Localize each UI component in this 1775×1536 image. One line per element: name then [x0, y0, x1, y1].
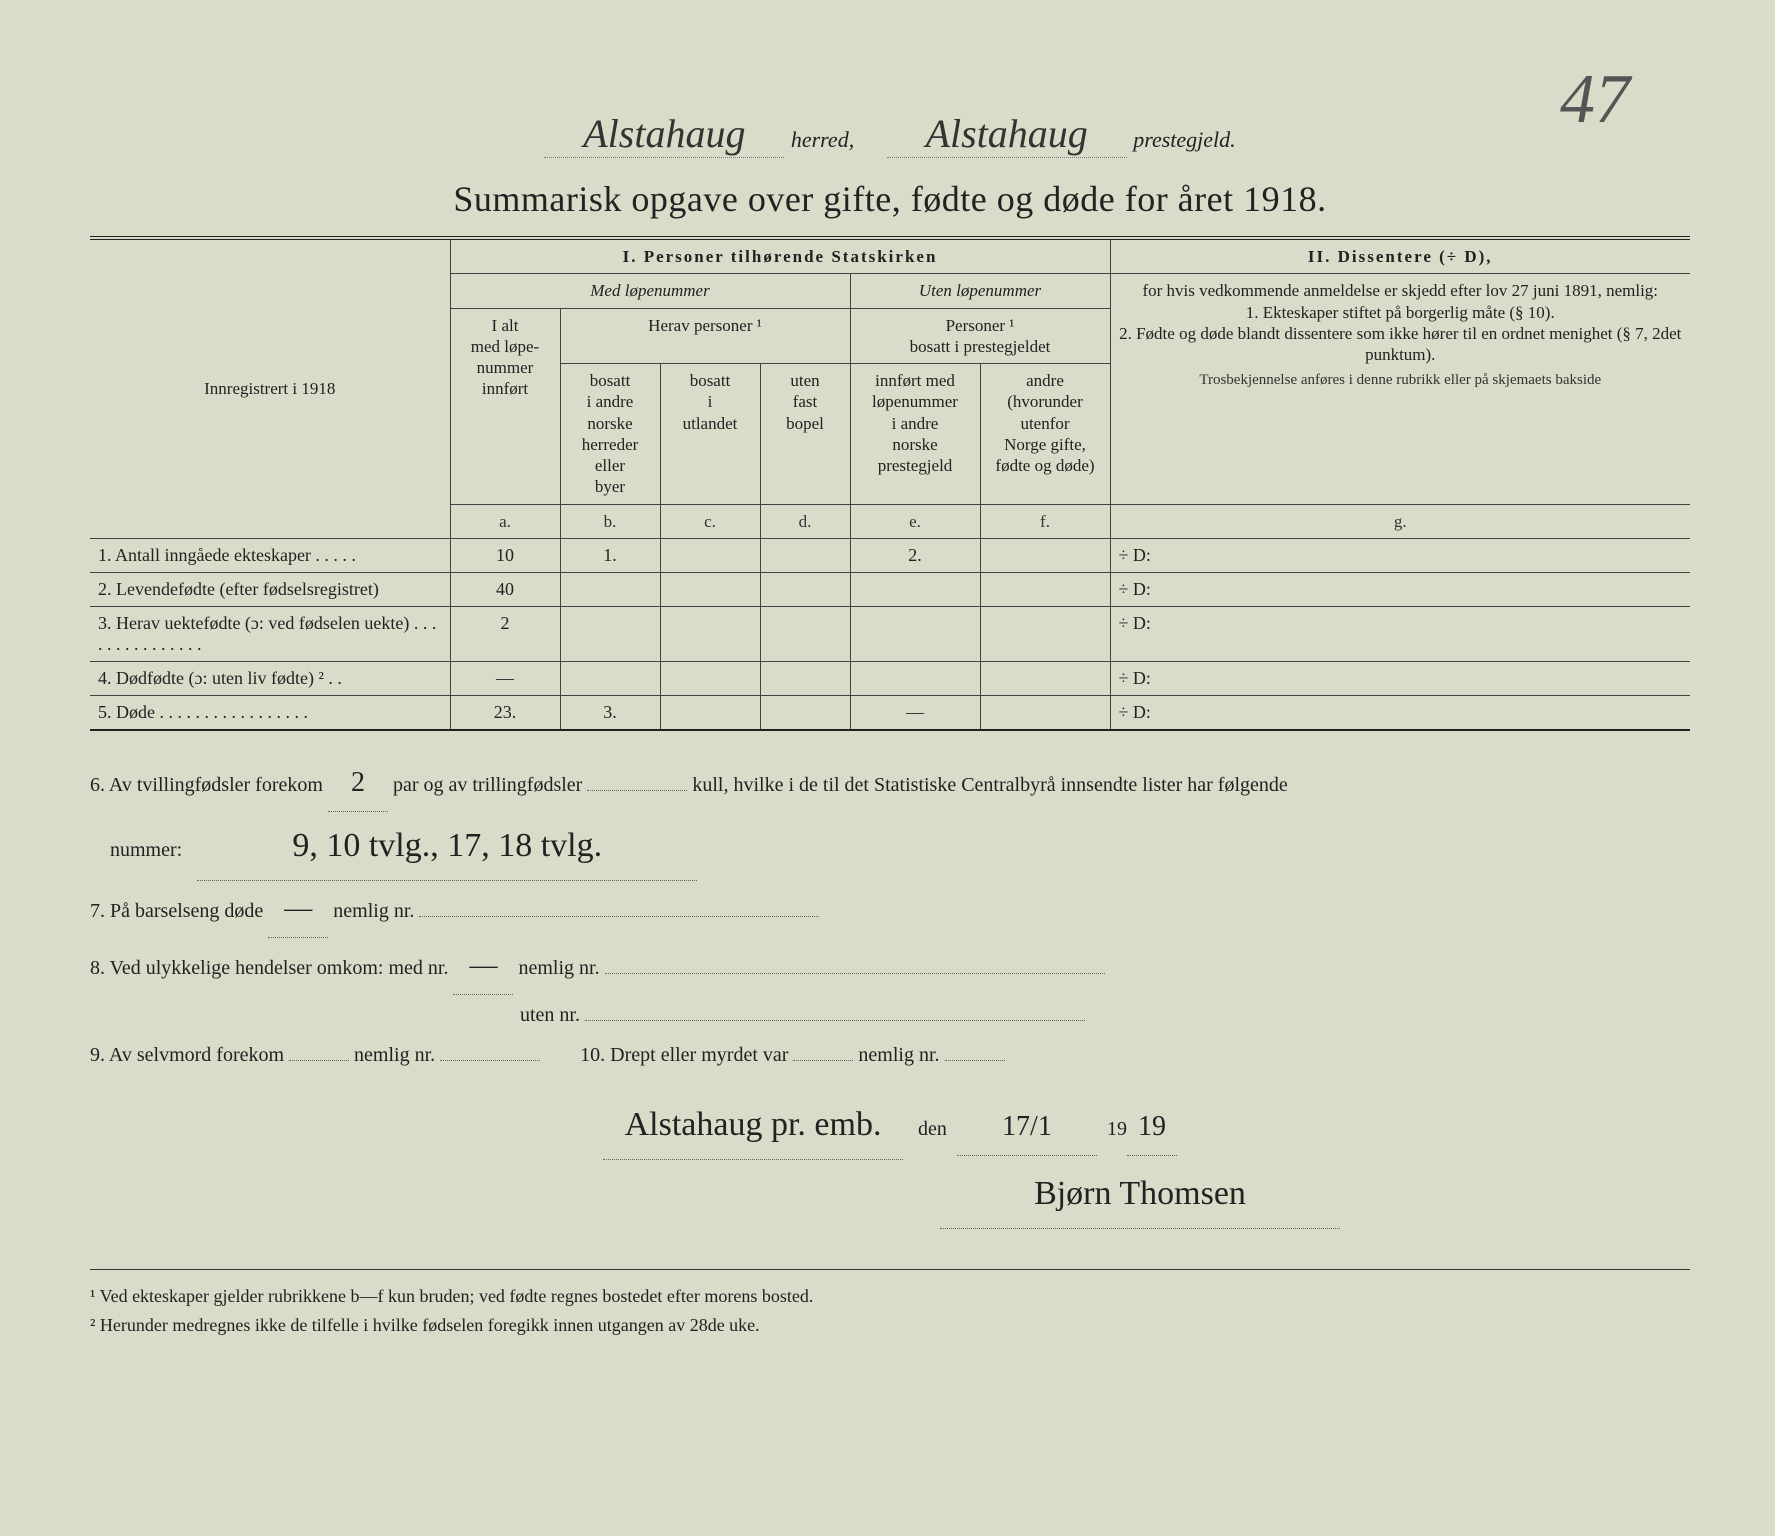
letter-d: d.	[760, 504, 850, 538]
q7: 7. På barselseng døde — nemlig nr.	[90, 881, 1690, 938]
year: 19	[1127, 1099, 1177, 1156]
letter-f: f.	[980, 504, 1110, 538]
letter-g: g.	[1110, 504, 1690, 538]
cell-g: ÷ D:	[1110, 572, 1690, 606]
cell-f	[980, 661, 1110, 695]
cell-a: 40	[450, 572, 560, 606]
col-c-header: bosatt i utlandet	[660, 364, 760, 505]
cell-b	[560, 661, 660, 695]
row-label: 5. Døde . . . . . . . . . . . . . . . . …	[90, 695, 450, 730]
table-row: 3. Herav uektefødte (ɔ: ved fødselen uek…	[90, 606, 1690, 661]
prestegjeld-handwritten: Alstahaug	[887, 110, 1127, 158]
cell-a: 2	[450, 606, 560, 661]
row-label: 1. Antall inngåede ekteskaper . . . . .	[90, 538, 450, 572]
table-row: 1. Antall inngåede ekteskaper . . . . .1…	[90, 538, 1690, 572]
personer-prest-header: Personer ¹ bosatt i prestegjeldet	[850, 308, 1110, 364]
section1-header: I. Personer tilhørende Statskirken	[450, 238, 1110, 274]
cell-d	[760, 661, 850, 695]
cell-d	[760, 538, 850, 572]
row-label: 3. Herav uektefødte (ɔ: ved fødselen uek…	[90, 606, 450, 661]
cell-b: 3.	[560, 695, 660, 730]
cell-f	[980, 606, 1110, 661]
cell-c	[660, 695, 760, 730]
cell-f	[980, 572, 1110, 606]
footnote-2: ² Herunder medregnes ikke de tilfelle i …	[90, 1311, 1690, 1340]
signature: Bjørn Thomsen	[940, 1160, 1340, 1229]
letter-e: e.	[850, 504, 980, 538]
q8-val: —	[453, 938, 513, 995]
footnote-1: ¹ Ved ekteskaper gjelder rubrikkene b—f …	[90, 1282, 1690, 1311]
dissentere-footer: Trosbekjennelse anføres i denne rubrikk …	[1119, 371, 1683, 390]
signature-line: Alstahaug pr. emb. den 17/1 1919 Bjørn T…	[90, 1091, 1690, 1229]
main-table: Innregistrert i 1918 I. Personer tilhøre…	[90, 236, 1690, 731]
cell-d	[760, 606, 850, 661]
herred-handwritten: Alstahaug	[544, 110, 784, 158]
cell-c	[660, 572, 760, 606]
q7-val: —	[268, 881, 328, 938]
dissentere-text: for hvis vedkommende anmeldelse er skjed…	[1110, 274, 1690, 504]
cell-a: 23.	[450, 695, 560, 730]
place: Alstahaug pr. emb.	[603, 1091, 903, 1160]
q8: 8. Ved ulykkelige hendelser omkom: med n…	[90, 938, 1690, 1035]
section2-header: II. Dissentere (÷ D),	[1110, 238, 1690, 274]
cell-f	[980, 695, 1110, 730]
cell-b	[560, 606, 660, 661]
q6-numbers: 9, 10 tvlg., 17, 18 tvlg.	[197, 812, 697, 881]
cell-e	[850, 572, 980, 606]
cell-e: —	[850, 695, 980, 730]
cell-b: 1.	[560, 538, 660, 572]
footnotes: ¹ Ved ekteskaper gjelder rubrikkene b—f …	[90, 1269, 1690, 1340]
table-row: 5. Døde . . . . . . . . . . . . . . . . …	[90, 695, 1690, 730]
cell-g: ÷ D:	[1110, 606, 1690, 661]
cell-a: —	[450, 661, 560, 695]
herav-header: Herav personer ¹	[560, 308, 850, 364]
date: 17/1	[957, 1099, 1097, 1156]
letter-c: c.	[660, 504, 760, 538]
col-a-header: I alt med løpe- nummer innført	[450, 308, 560, 504]
cell-c	[660, 606, 760, 661]
letter-b: b.	[560, 504, 660, 538]
cell-c	[660, 538, 760, 572]
herred-label: herred,	[791, 127, 854, 152]
cell-f	[980, 538, 1110, 572]
page-title: Summarisk opgave over gifte, fødte og dø…	[90, 178, 1690, 220]
q6-twins: 2	[328, 755, 388, 812]
cell-a: 10	[450, 538, 560, 572]
cell-c	[660, 661, 760, 695]
uten-lopenummer: Uten løpenummer	[850, 274, 1110, 308]
cell-b	[560, 572, 660, 606]
q9-q10: 9. Av selvmord forekom nemlig nr. 10. Dr…	[90, 1035, 1690, 1075]
table-row: 4. Dødfødte (ɔ: uten liv fødte) ² . .— ÷ …	[90, 661, 1690, 695]
cell-e: 2.	[850, 538, 980, 572]
cell-e	[850, 606, 980, 661]
cell-g: ÷ D:	[1110, 661, 1690, 695]
med-lopenummer: Med løpenummer	[450, 274, 850, 308]
cell-e	[850, 661, 980, 695]
table-row: 2. Levendefødte (efter fødselsregistret)…	[90, 572, 1690, 606]
cell-d	[760, 695, 850, 730]
col-d-header: uten fast bopel	[760, 364, 850, 505]
cell-g: ÷ D:	[1110, 695, 1690, 730]
col-b-header: bosatt i andre norske herreder eller bye…	[560, 364, 660, 505]
q6-triplets	[587, 790, 687, 791]
lower-questions: 6. Av tvillingfødsler forekom 2 par og a…	[90, 755, 1690, 1229]
q6: 6. Av tvillingfødsler forekom 2 par og a…	[90, 755, 1690, 881]
row-label: 4. Dødfødte (ɔ: uten liv fødte) ² . .	[90, 661, 450, 695]
col-header-left: Innregistrert i 1918	[90, 238, 450, 538]
col-f-header: andre (hvorunder utenfor Norge gifte, fø…	[980, 364, 1110, 505]
cell-d	[760, 572, 850, 606]
cell-g: ÷ D:	[1110, 538, 1690, 572]
letter-a: a.	[450, 504, 560, 538]
col-e-header: innført med løpenummer i andre norske pr…	[850, 364, 980, 505]
prestegjeld-label: prestegjeld.	[1133, 127, 1235, 152]
row-label: 2. Levendefødte (efter fødselsregistret)	[90, 572, 450, 606]
page-number: 47	[1560, 60, 1630, 140]
header-line: Alstahaug herred, Alstahaug prestegjeld.	[90, 110, 1690, 158]
